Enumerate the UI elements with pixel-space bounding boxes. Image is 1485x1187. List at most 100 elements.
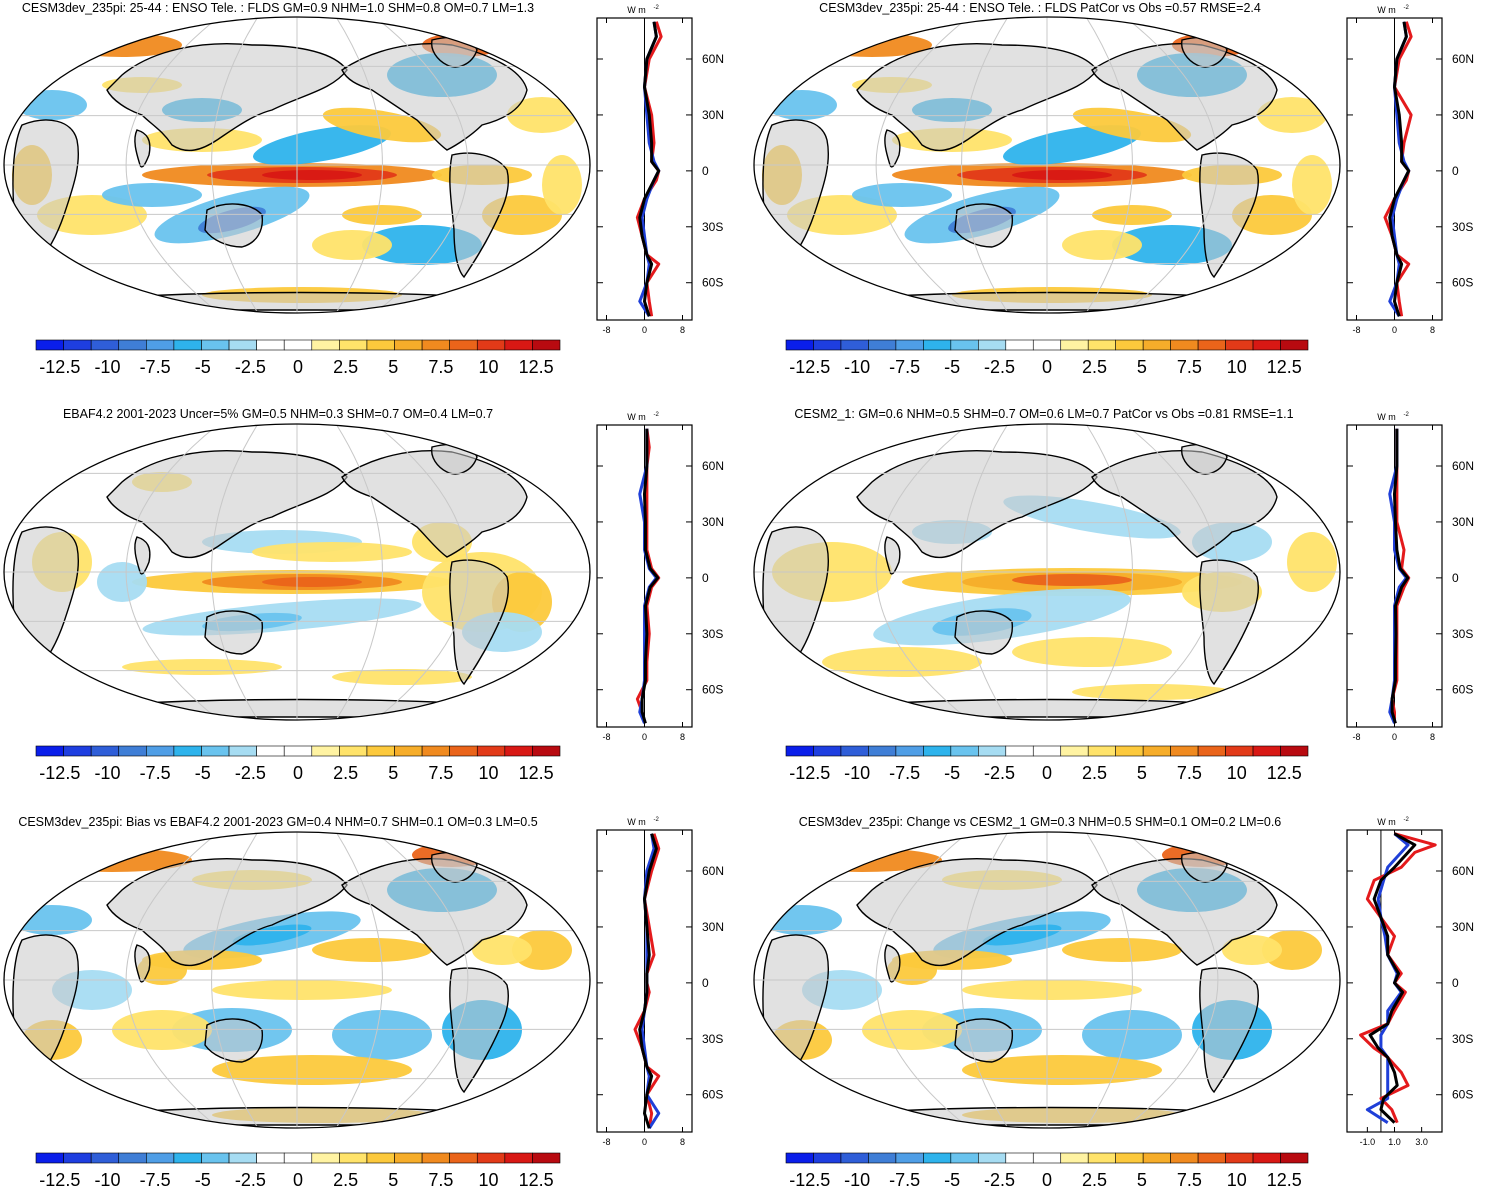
colorbar-swatch	[1087, 339, 1116, 351]
colorbar-swatch	[1142, 1152, 1171, 1164]
lat-tick-label: 60N	[702, 459, 724, 473]
colorbar-tick-label: 2.5	[333, 763, 358, 783]
colorbar-tick-label: 5	[1137, 1170, 1147, 1187]
colorbar-tick-label: -10	[94, 357, 120, 377]
colorbar-tick-label: 10	[479, 763, 499, 783]
colorbar-tick-label: 5	[388, 357, 398, 377]
field-contour	[322, 107, 442, 143]
colorbar-swatch	[63, 745, 92, 757]
x-tick-label: 1.0	[1388, 1137, 1401, 1147]
colorbar-swatch	[785, 339, 814, 351]
colorbar-swatch	[978, 1152, 1007, 1164]
field-contour	[862, 1010, 962, 1050]
colorbar-swatch	[35, 339, 64, 351]
field-contour	[1062, 938, 1182, 962]
colorbar-swatch	[1225, 1152, 1254, 1164]
colorbar-swatch	[339, 339, 368, 351]
colorbar-swatch	[339, 745, 368, 757]
series-mean	[1390, 428, 1410, 724]
colorbar-tick-label: -7.5	[140, 357, 171, 377]
colorbar-swatch	[1032, 339, 1062, 351]
panel-title: CESM3dev_235pi: Bias vs EBAF4.2 2001-202…	[18, 815, 537, 829]
field-contour	[232, 924, 312, 946]
lat-tick-label: 30N	[702, 108, 724, 122]
unit-superscript: -2	[1404, 412, 1410, 418]
colorbar-tick-label: 2.5	[333, 1170, 358, 1187]
colorbar-swatch	[895, 745, 924, 757]
zonal-mean-plot: -8 0 8 60N 30N 0 30S 60S W m -2	[596, 5, 724, 335]
map-border	[753, 831, 1341, 1129]
x-tick-label: 8	[680, 732, 685, 742]
colorbar-tick-label: -7.5	[889, 1170, 920, 1187]
unit-label: W m	[1377, 5, 1396, 15]
colorbar-swatch	[283, 339, 313, 351]
colorbar-swatch	[339, 1152, 368, 1164]
colorbar-swatch	[449, 745, 478, 757]
unit-label: W m	[627, 5, 646, 15]
unit-superscript: -2	[1404, 5, 1410, 11]
x-tick-label: 8	[680, 1137, 685, 1147]
colorbar-swatch	[228, 745, 257, 757]
colorbar-swatch	[1087, 745, 1116, 757]
colorbar-swatch	[1115, 1152, 1144, 1164]
colorbar-tick-label: -2.5	[235, 1170, 266, 1187]
zonal-mean-plot: -8 0 8 60N 30N 0 30S 60S W m -2	[1346, 5, 1474, 335]
colorbar-swatch	[256, 339, 285, 351]
colorbar-tick-label: 10	[1227, 1170, 1247, 1187]
colorbar: -12.5 -10 -7.5 -5 -2.5 0 2.5 5 7.5 10 12.5	[785, 1152, 1309, 1187]
colorbar-tick-label: 10	[479, 357, 499, 377]
graticule-lon	[125, 17, 220, 313]
field-contour	[332, 669, 472, 685]
graticule-lon	[1124, 17, 1219, 313]
colorbar-swatch	[895, 1152, 924, 1164]
coastline-0	[856, 43, 1098, 152]
field-contour	[507, 97, 577, 133]
colorbar-tick-label: 12.5	[1267, 1170, 1302, 1187]
colorbar-tick-label: -7.5	[889, 763, 920, 783]
unit-label: W m	[627, 817, 646, 827]
colorbar-swatch	[532, 339, 561, 351]
graticule-lon	[875, 832, 970, 1128]
x-tick-label: 0	[642, 1137, 647, 1147]
colorbar-swatch	[366, 745, 395, 757]
field-contour	[447, 1114, 497, 1126]
x-tick-label: -8	[602, 732, 610, 742]
coastline-2	[134, 944, 151, 983]
coastline-2	[884, 536, 901, 575]
colorbar-swatch	[840, 339, 869, 351]
colorbar-swatch	[146, 1152, 175, 1164]
colorbar-swatch	[1225, 745, 1254, 757]
colorbar-swatch	[256, 1152, 285, 1164]
field-contour	[542, 155, 582, 215]
graticule-lon	[961, 424, 1009, 720]
colorbar-tick-label: 12.5	[1267, 763, 1302, 783]
colorbar-tick-label: 0	[1042, 1170, 1052, 1187]
colorbar-swatch	[283, 1152, 313, 1164]
colorbar-swatch	[394, 745, 423, 757]
colorbar-tick-label: -2.5	[235, 357, 266, 377]
graticule-lon	[875, 424, 970, 720]
colorbar-swatch	[1252, 1152, 1281, 1164]
colorbar-swatch	[923, 745, 952, 757]
panel-middle-left: EBAF4.2 2001-2023 Uncer=5% GM=0.5 NHM=0.…	[3, 407, 724, 783]
series-mean	[638, 833, 658, 1129]
colorbar-swatch	[1170, 1152, 1199, 1164]
graticule-lon	[1124, 832, 1219, 1128]
colorbar-swatch	[228, 1152, 257, 1164]
x-tick-label: 0	[642, 732, 647, 742]
colorbar-swatch	[449, 339, 478, 351]
colorbar-tick-label: -2.5	[984, 357, 1015, 377]
colorbar-swatch	[1197, 339, 1226, 351]
colorbar-swatch	[504, 1152, 533, 1164]
field-contour	[1003, 125, 1141, 165]
graticule-lon	[961, 17, 1009, 313]
colorbar-swatch	[1280, 1152, 1309, 1164]
unit-superscript: -2	[1404, 817, 1410, 823]
colorbar-swatch	[978, 745, 1007, 757]
coastline-2	[884, 944, 901, 983]
colorbar-tick-label: 0	[1042, 357, 1052, 377]
colorbar-tick-label: -2.5	[235, 763, 266, 783]
colorbar-swatch	[813, 1152, 842, 1164]
colorbar-tick-label: 12.5	[519, 763, 554, 783]
field-contour	[1292, 155, 1332, 215]
